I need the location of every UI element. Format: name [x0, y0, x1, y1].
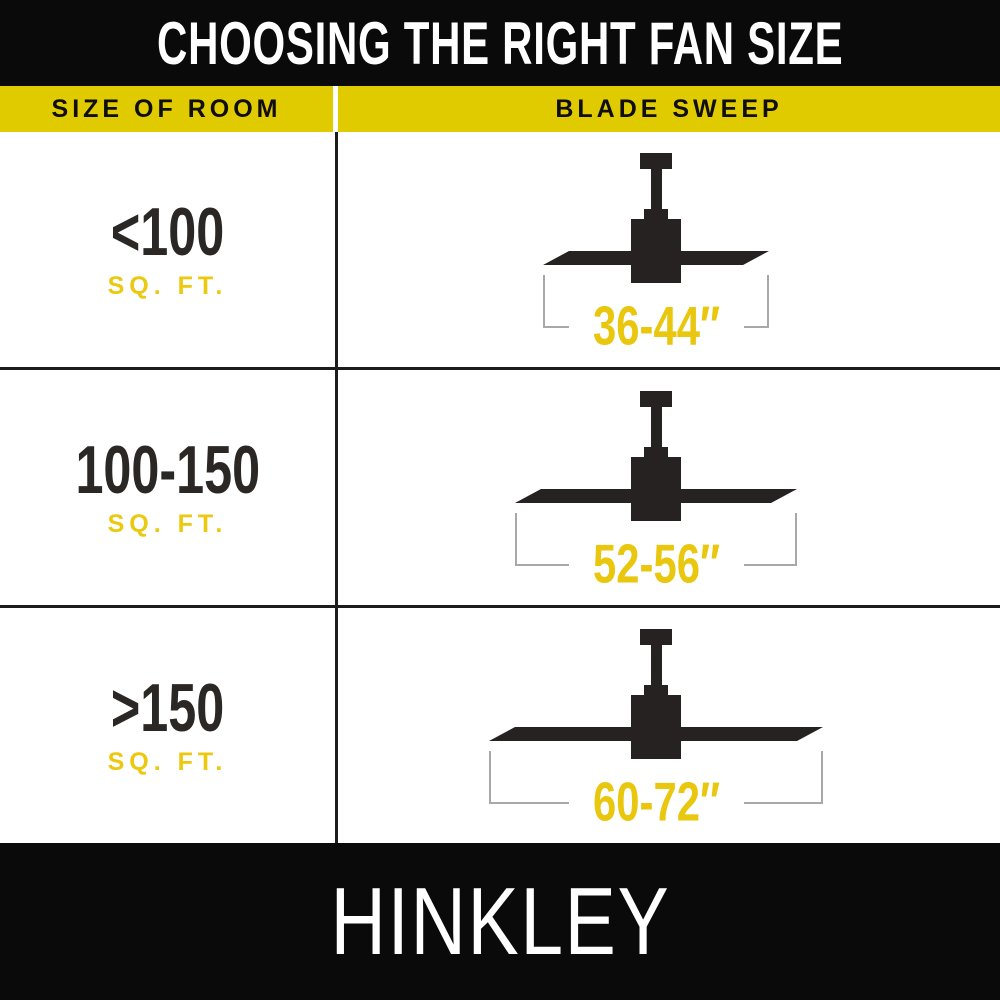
column-header-sweep: BLADE SWEEP [338, 86, 1000, 132]
room-size-cell: 100-150 SQ. FT. [0, 370, 338, 605]
bracket-left-arm [515, 513, 569, 566]
table-row: <100 SQ. FT. [0, 132, 1000, 370]
column-label-sweep: BLADE SWEEP [555, 94, 783, 123]
bracket-right-arm [743, 275, 770, 328]
bracket-right-arm [743, 513, 798, 566]
measurement-bracket: 36-44″ [543, 273, 770, 353]
blade-sweep-value: 52-56″ [592, 532, 720, 595]
ceiling-fan-icon [543, 153, 769, 283]
measurement-bracket: 52-56″ [515, 511, 798, 591]
room-size-unit: SQ. FT. [107, 748, 228, 776]
blade-sweep-cell: 36-44″ [338, 132, 1000, 367]
table-body: <100 SQ. FT. [0, 132, 1000, 843]
column-label-room: SIZE OF ROOM [51, 94, 282, 123]
table-row: 100-150 SQ. FT. [0, 370, 1000, 608]
ceiling-fan-icon [515, 391, 797, 521]
blade-sweep-cell: 52-56″ [338, 370, 1000, 605]
column-header-room: SIZE OF ROOM [0, 86, 338, 132]
blade-sweep-value: 36-44″ [592, 294, 720, 357]
room-size-unit: SQ. FT. [107, 272, 228, 300]
room-size-cell: >150 SQ. FT. [0, 608, 338, 843]
room-size-value: <100 [110, 194, 225, 270]
measurement-bracket: 60-72″ [489, 749, 824, 829]
ceiling-fan-icon [489, 629, 823, 759]
room-size-unit: SQ. FT. [107, 510, 228, 538]
brand-logo: HINKLEY [330, 867, 670, 975]
fan-figure: 60-72″ [489, 629, 824, 829]
blade-sweep-cell: 60-72″ [338, 608, 1000, 843]
bracket-right-arm [743, 751, 824, 804]
page-title: CHOOSING THE RIGHT FAN SIZE [156, 9, 844, 77]
bracket-left-arm [489, 751, 569, 804]
title-bar: CHOOSING THE RIGHT FAN SIZE [0, 0, 1000, 86]
fan-figure: 52-56″ [515, 391, 798, 591]
room-size-value: 100-150 [75, 432, 260, 508]
fan-figure: 36-44″ [543, 153, 770, 353]
blade-sweep-value: 60-72″ [592, 770, 720, 833]
room-size-value: >150 [110, 670, 225, 746]
brand-footer: HINKLEY [0, 843, 1000, 1000]
room-size-cell: <100 SQ. FT. [0, 132, 338, 367]
table-row: >150 SQ. FT. [0, 608, 1000, 843]
bracket-left-arm [543, 275, 569, 328]
column-header-band: SIZE OF ROOM BLADE SWEEP [0, 86, 1000, 132]
